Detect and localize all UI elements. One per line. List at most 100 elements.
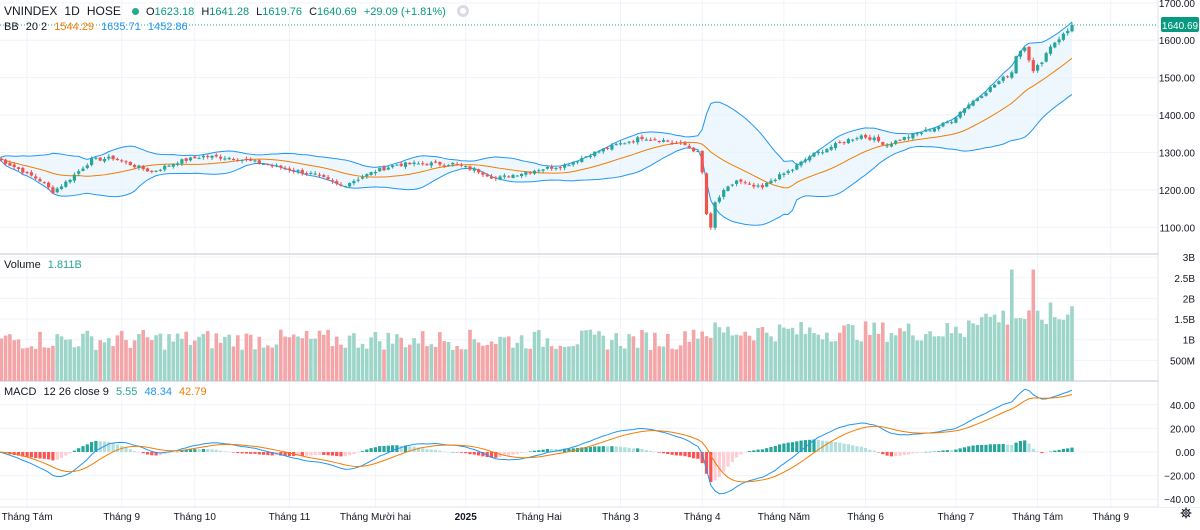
candle-body [317, 174, 322, 176]
macd-hist-bar [902, 452, 906, 455]
candle-body [249, 159, 253, 161]
macd-hist-bar [133, 451, 137, 452]
bb-band-fill [0, 21, 1072, 226]
macd-hist-bar [193, 449, 197, 452]
candle [597, 150, 601, 154]
candle-body [1005, 76, 1010, 78]
volume-bar [223, 336, 227, 381]
macd-hist-bar [378, 446, 382, 452]
candle [954, 116, 958, 124]
macd-signal-line [0, 393, 1073, 483]
candle-body [305, 173, 309, 175]
volume-bar [786, 328, 790, 381]
volume-bar [936, 336, 941, 381]
volume-bar [356, 347, 360, 381]
volume-bar [1031, 269, 1036, 381]
macd-hist-bar [128, 449, 132, 452]
volume-bar [94, 349, 98, 381]
volume-bar [906, 323, 911, 381]
candle-body [722, 189, 726, 197]
candle [451, 162, 455, 167]
macd-hist-bar [657, 452, 661, 453]
volume-bar [971, 323, 975, 381]
visibility-eye-icon[interactable] [456, 5, 469, 17]
volume-bar [42, 347, 47, 381]
candle-body [928, 130, 932, 132]
candle [163, 164, 167, 172]
candle [253, 159, 257, 163]
interval-label[interactable]: 1D [64, 4, 80, 18]
candle [330, 178, 334, 184]
volume-bar [506, 336, 511, 381]
volume-bar [674, 349, 679, 381]
volume-bar [975, 324, 980, 381]
volume-bar [941, 336, 945, 381]
price-tick-label: 1500.00 [1159, 74, 1196, 85]
macd-hist-bar [747, 451, 752, 452]
candle-body [386, 167, 390, 170]
candle [21, 166, 25, 175]
volume-bar [102, 342, 107, 381]
candle [472, 166, 476, 174]
candle [722, 188, 726, 200]
volume-bar [240, 349, 244, 381]
volume-bar [98, 340, 102, 381]
symbol-name[interactable]: VNINDEX [4, 4, 58, 18]
candle [532, 169, 537, 175]
macd-hist-bar [51, 452, 55, 461]
candle-body [795, 165, 799, 170]
macd-hist-bar [1070, 447, 1074, 452]
candle-body [219, 156, 223, 159]
candle [988, 85, 992, 93]
candle-body [360, 177, 365, 179]
candle-body [799, 161, 803, 166]
volume-bar [283, 336, 287, 381]
macd-hist-bar [25, 452, 29, 457]
candle [180, 158, 184, 167]
macd-hist-bar [674, 452, 678, 456]
candle-body [395, 164, 399, 166]
candle [416, 161, 420, 165]
macd-hist-bar [1053, 450, 1057, 452]
volume-bar [859, 341, 864, 381]
volume-bar [588, 329, 593, 381]
candle-body [803, 159, 807, 162]
candle-body [1070, 25, 1074, 32]
candle [614, 142, 618, 146]
candle-body [502, 175, 506, 177]
volume-bar [76, 346, 81, 381]
macd-hist-bar [855, 446, 859, 452]
candle-body [94, 157, 98, 159]
volume-legend[interactable]: Volume 1.811B [4, 259, 86, 271]
candle-body [111, 155, 115, 160]
macd-hist-bar [739, 452, 743, 455]
candle [627, 140, 631, 145]
candle [838, 140, 842, 144]
candle [102, 156, 107, 163]
macd-legend[interactable]: MACD 12 26 close 9 5.55 48.34 42.79 [4, 386, 211, 398]
candle-body [472, 168, 476, 171]
macd-hist-bar [38, 452, 42, 459]
settings-gear-icon[interactable] [1180, 507, 1192, 519]
volume-bar [300, 338, 305, 381]
volume-bar [623, 348, 627, 381]
volume-bar [373, 332, 378, 381]
candle [1044, 51, 1048, 63]
macd-hist-bar [644, 449, 648, 452]
volume-bar [403, 347, 408, 381]
bb-legend[interactable]: BB 20 2 1544.29 1635.71 1452.86 [4, 21, 192, 33]
macd-tick-label: −40.00 [1164, 495, 1195, 506]
volume-bar [270, 347, 274, 381]
candle [145, 167, 150, 172]
candle-body [335, 181, 339, 184]
last-price-label: 1640.69 [1162, 21, 1199, 32]
open-value: 1623.18 [154, 6, 195, 18]
macd-hist-bar [636, 448, 640, 452]
volume-bar [881, 322, 885, 381]
candle-body [309, 172, 313, 174]
macd-tick-label: 20.00 [1170, 424, 1195, 435]
volume-bar [175, 333, 180, 381]
volume-bar [81, 333, 85, 381]
